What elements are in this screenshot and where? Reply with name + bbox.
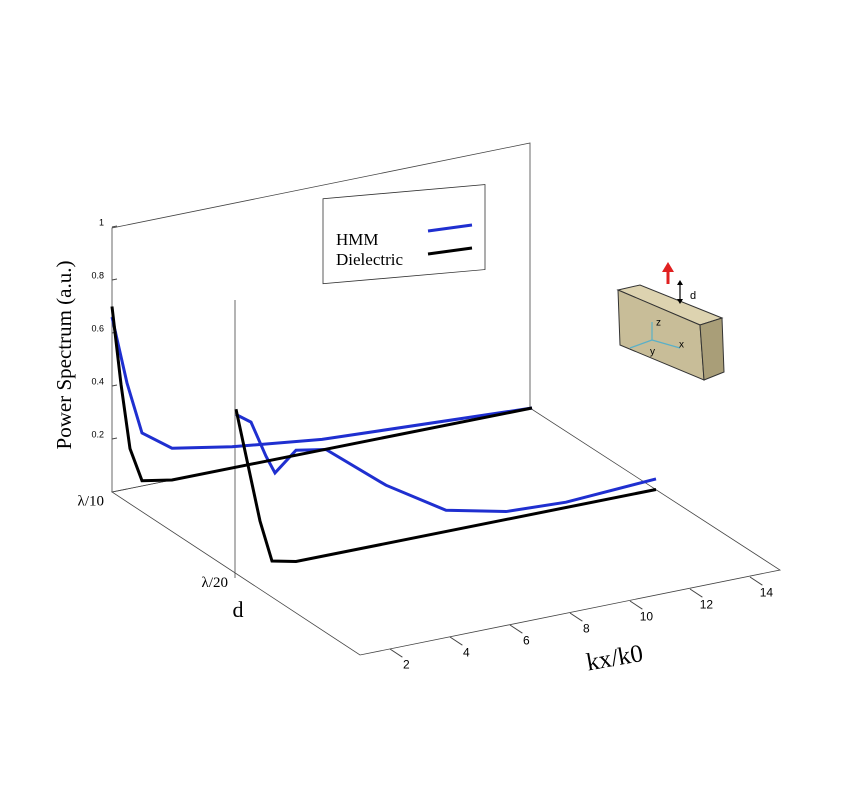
series-line xyxy=(110,316,533,450)
d-arrowhead xyxy=(677,280,683,285)
legend-swatch xyxy=(427,246,473,256)
z-axis-label: Power Spectrum (a.u.) xyxy=(52,261,76,450)
z-tick xyxy=(111,278,118,281)
x-tick-label: 8 xyxy=(583,621,590,635)
x-tick xyxy=(509,624,523,634)
depth-axis-label: d xyxy=(233,597,244,622)
x-tick xyxy=(569,612,583,622)
inset-label: x xyxy=(679,340,684,351)
z-tick-label: 1 xyxy=(99,217,104,227)
depth-label: λ/20 xyxy=(202,575,228,591)
inset-diagram: d z y x xyxy=(616,262,725,381)
z-tick-label: 0.8 xyxy=(91,270,104,280)
inset-label: d xyxy=(690,290,696,302)
x-tick-label: 2 xyxy=(403,657,410,671)
depth-label: λ/10 xyxy=(78,493,104,509)
x-tick xyxy=(689,588,703,598)
z-tick xyxy=(111,437,118,440)
legend-box xyxy=(322,184,486,285)
z-tick xyxy=(111,384,118,387)
legend-swatch xyxy=(427,223,473,233)
z-tick xyxy=(111,225,118,228)
x-tick xyxy=(749,576,763,586)
x-tick xyxy=(389,648,403,658)
legend-label: HMM xyxy=(336,230,379,249)
x-tick xyxy=(629,600,643,610)
x-tick xyxy=(449,636,463,646)
z-tick-label: 0.2 xyxy=(91,429,104,439)
x-axis-label: kx/k0 xyxy=(584,640,645,676)
red-arrowhead xyxy=(662,262,674,272)
x-tick-label: 4 xyxy=(463,645,470,659)
box-side xyxy=(699,317,725,381)
axis-x xyxy=(651,339,681,349)
axis-y xyxy=(629,339,653,349)
x-tick-label: 12 xyxy=(700,597,714,611)
series-line xyxy=(234,408,657,564)
x-tick-label: 10 xyxy=(640,609,654,623)
d-arrowhead xyxy=(677,299,683,304)
z-tick-label: 0.6 xyxy=(91,323,104,333)
legend-label: Dielectric xyxy=(336,250,403,269)
series-line xyxy=(235,413,657,514)
inset-label: y xyxy=(650,347,655,358)
x-tick-label: 14 xyxy=(760,585,774,599)
series-line xyxy=(110,306,533,483)
z-tick-label: 0.4 xyxy=(91,376,104,386)
x-tick-label: 6 xyxy=(523,633,530,647)
inset-label: z xyxy=(656,318,661,329)
